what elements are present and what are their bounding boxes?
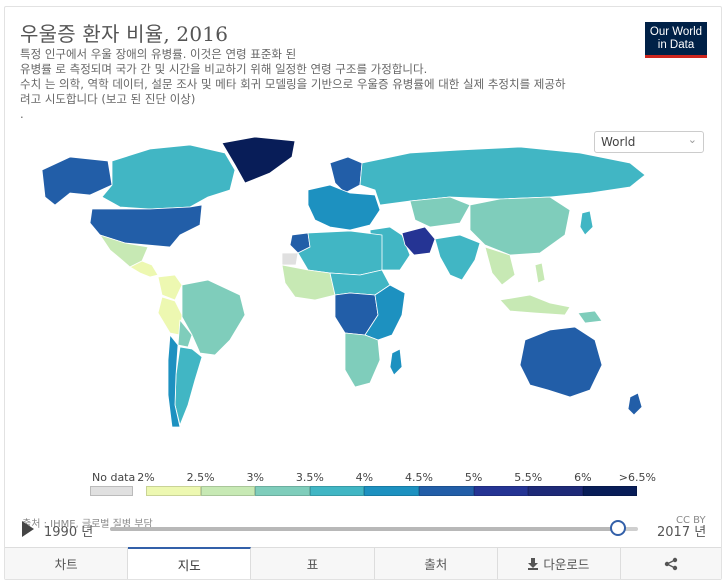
legend-swatch [255, 486, 310, 496]
legend-swatch [473, 486, 529, 496]
legend-swatch [364, 486, 419, 496]
map-region-china[interactable] [469, 196, 571, 256]
map-region-chile[interactable] [167, 334, 181, 428]
map-region-argentina[interactable] [174, 346, 203, 426]
map-region-australia[interactable] [519, 326, 603, 398]
legend-tick-label: 4.5% [405, 471, 433, 484]
tab-label: 표 [306, 557, 319, 572]
source-note[interactable]: 출처 : IHME, 글로벌 질병 부담 [22, 519, 153, 530]
timeline-start-label: 1990 년 [44, 525, 94, 540]
legend-tick-label: 4% [355, 471, 374, 484]
legend-tick-label: 6% [574, 471, 592, 484]
tab-table[interactable]: 표 [251, 548, 375, 579]
subtitle-line: 수치 는 의학, 역학 데이터, 설문 조사 및 메타 회귀 모델링을 기반으로… [20, 77, 566, 91]
legend-color-scale [146, 486, 638, 496]
legend-tick-label: 2% [137, 471, 155, 484]
share-icon [664, 557, 678, 570]
tab-share[interactable] [621, 548, 721, 579]
map-region-europe[interactable] [307, 184, 381, 231]
map-region-peru[interactable] [157, 296, 183, 336]
map-region-madagascar[interactable] [389, 348, 403, 376]
map-region-colombia[interactable] [157, 274, 183, 301]
legend-tick-label: 5% [464, 471, 483, 484]
world-map [41, 136, 646, 428]
chart-subtitle: 특정 인구에서 우울 장애의 유병률. 이것은 연령 표준화 된 유병률 로 측… [20, 47, 630, 122]
tab-label: 지도 [177, 557, 201, 573]
legend-no-data-label: No data [92, 471, 136, 484]
map-region-brazil[interactable] [181, 279, 246, 356]
map-region-united-states[interactable] [89, 204, 203, 248]
chart-title: 우울증 환자 비율, 2016 [20, 22, 229, 46]
region-select-value: World [601, 135, 636, 149]
play-icon[interactable] [22, 521, 34, 537]
legend-tick-label: 5.5% [514, 471, 543, 484]
map-region-alaska[interactable] [41, 156, 113, 206]
legend-tick-label: 3% [246, 471, 264, 484]
map-region-russia[interactable] [359, 146, 646, 206]
subtitle-line: 유병률 로 측정되며 국가 간 및 시간을 비교하기 위해 일정한 연령 구조를… [20, 62, 428, 76]
legend-swatch [528, 486, 583, 496]
owid-logo[interactable]: Our World in Data [645, 22, 707, 58]
map-region-west-africa[interactable] [281, 264, 336, 301]
map-region-central-asia[interactable] [409, 196, 471, 228]
chevron-down-icon: ⌄ [687, 133, 697, 146]
legend-swatch [309, 486, 365, 496]
timeline-progress [110, 527, 619, 531]
legend-swatch [146, 486, 201, 496]
map-region-india[interactable] [434, 234, 481, 281]
legend-swatch [582, 486, 638, 496]
map-region-papua-new-guinea[interactable] [577, 310, 603, 324]
map-region-bolivia[interactable] [177, 319, 193, 348]
subtitle-line: . [20, 107, 24, 121]
map-region-east-africa[interactable] [364, 284, 406, 341]
tab-map[interactable]: 지도 [128, 547, 252, 579]
map-region-north-africa[interactable] [297, 230, 383, 276]
map-region-new-zealand[interactable] [627, 392, 643, 416]
tab-label: 다운로드 [543, 557, 590, 572]
subtitle-line: 려고 시도합니다 (보고 된 진단 이상) [20, 92, 196, 106]
map-region-southeast-asia[interactable] [484, 246, 516, 286]
logo-line: Our World [649, 26, 703, 38]
subtitle-line: 특정 인구에서 우울 장애의 유병률. 이것은 연령 표준화 된 [20, 47, 297, 61]
map-region-indonesia[interactable] [499, 294, 571, 316]
tab-sources[interactable]: 출처 [375, 548, 498, 579]
tab-label: 차트 [54, 557, 78, 572]
logo-line: in Data [657, 39, 695, 51]
map-region-central-america[interactable] [129, 260, 159, 278]
map-region-philippines[interactable] [534, 262, 546, 284]
license-label[interactable]: CC BY [676, 515, 706, 526]
map-region-canada[interactable] [101, 144, 236, 210]
tab-bar: 차트 지도 표 출처 다운로드 [5, 547, 721, 579]
legend-no-data-swatch [90, 486, 133, 496]
timeline-handle[interactable] [610, 520, 627, 536]
tab-label: 출처 [424, 557, 448, 572]
map-region-japan[interactable] [579, 210, 594, 236]
legend-tick-label: 2.5% [186, 471, 215, 484]
map-region-iran[interactable] [401, 226, 436, 256]
timeline-track[interactable] [110, 527, 638, 531]
region-select[interactable]: World ⌄ [594, 131, 704, 153]
map-region-western-sahara[interactable] [281, 252, 299, 266]
map-region-southern-africa[interactable] [344, 332, 381, 388]
legend-tick-label: 3.5% [295, 471, 324, 484]
timeline-end-label: 2017 년 [657, 525, 707, 540]
download-icon [528, 557, 539, 570]
tab-chart[interactable]: 차트 [5, 548, 129, 579]
legend-tick-label: >6.5% [618, 471, 656, 484]
tab-download[interactable]: 다운로드 [498, 548, 622, 579]
legend-swatch [418, 486, 474, 496]
map-region-greenland[interactable] [221, 136, 296, 184]
legend-swatch [200, 486, 256, 496]
